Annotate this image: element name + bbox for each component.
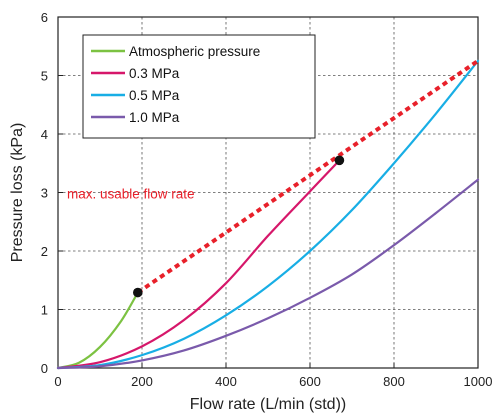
x-tick-label: 800 [383, 374, 405, 389]
axis-ticks: 0 200 400 600 800 1000 0 1 2 3 4 5 6 [41, 10, 493, 389]
max-usable-flow-rate-label: max. usable flow rate [67, 186, 195, 201]
marker-layer [133, 155, 345, 298]
y-tick-label: 4 [41, 127, 48, 142]
y-tick-label: 6 [41, 10, 48, 25]
legend-label: 1.0 MPa [129, 110, 180, 125]
x-axis-label: Flow rate (L/min (std)) [190, 396, 346, 413]
y-axis-label: Pressure loss (kPa) [9, 123, 26, 263]
y-tick-label: 3 [41, 186, 48, 201]
legend-label: Atmospheric pressure [129, 44, 260, 59]
series-line-1 [56, 159, 341, 370]
y-tick-label: 1 [41, 303, 48, 318]
y-tick-label: 2 [41, 244, 48, 259]
series-line-2 [56, 59, 480, 370]
series-layer [56, 59, 480, 370]
x-tick-label: 1000 [464, 374, 493, 389]
x-tick-label: 400 [215, 374, 237, 389]
x-tick-label: 0 [54, 374, 61, 389]
series-line-3 [56, 178, 480, 370]
max-usable-flow-rate-line [136, 59, 480, 295]
y-tick-label: 5 [41, 69, 48, 84]
series-line-0 [56, 291, 139, 370]
x-tick-label: 600 [299, 374, 321, 389]
legend-label: 0.5 MPa [129, 88, 180, 103]
x-tick-label: 200 [131, 374, 153, 389]
limit-marker [334, 155, 345, 166]
y-tick-label: 0 [41, 361, 48, 376]
limit-marker [133, 287, 143, 298]
legend-label: 0.3 MPa [129, 66, 180, 81]
legend: Atmospheric pressure 0.3 MPa 0.5 MPa 1.0 MP… [82, 34, 316, 139]
